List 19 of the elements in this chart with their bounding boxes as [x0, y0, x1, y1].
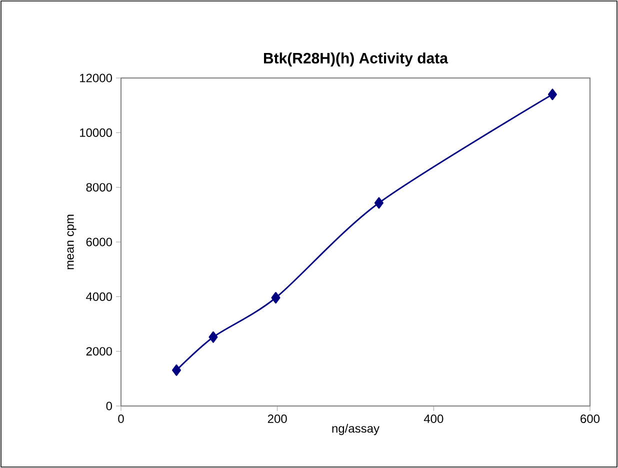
y-axis-title: mean cpm [67, 214, 76, 270]
x-axis-title: ng/assay [332, 424, 380, 436]
y-tick-label: 12000 [80, 74, 112, 82]
x-tick-label: 400 [424, 414, 444, 424]
y-tick-label: 2000 [86, 347, 112, 356]
x-tick-label: 200 [268, 414, 287, 424]
y-tick-label: 0 [106, 402, 112, 410]
y-tick-label: 6000 [86, 238, 112, 246]
y-tick-label: 8000 [86, 183, 112, 192]
point [172, 364, 182, 376]
point [271, 292, 280, 304]
point [374, 197, 384, 209]
x-tick-label: 600 [580, 414, 600, 424]
point [208, 331, 218, 343]
chart-title: Btk(R28H)(h) Activity data [264, 52, 448, 66]
y-tick-label: 4000 [86, 292, 112, 301]
y-tick-label: 10000 [80, 128, 112, 137]
point [548, 88, 557, 100]
x-tick-label: 0 [118, 414, 124, 424]
